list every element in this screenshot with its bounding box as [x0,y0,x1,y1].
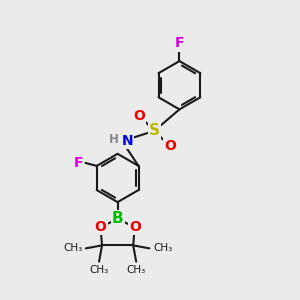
Text: CH₃: CH₃ [63,243,82,253]
Text: O: O [94,220,106,234]
Text: N: N [122,134,133,148]
Text: CH₃: CH₃ [89,265,109,275]
Text: CH₃: CH₃ [153,243,172,253]
Text: F: F [74,156,83,170]
Text: B: B [112,212,123,226]
Text: F: F [175,36,184,50]
Text: O: O [164,139,176,153]
Text: H: H [109,133,119,146]
Text: O: O [133,109,145,122]
Text: S: S [149,123,160,138]
Text: O: O [129,220,141,234]
Text: CH₃: CH₃ [127,265,146,275]
